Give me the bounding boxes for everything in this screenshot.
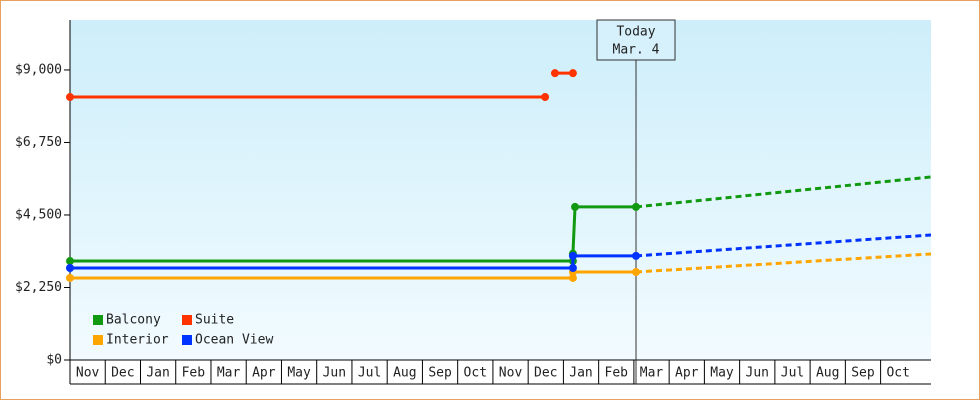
x-tick-label: Dec bbox=[534, 366, 557, 381]
today-box bbox=[596, 19, 676, 61]
x-tick-label: Dec bbox=[111, 366, 134, 381]
today-label: Today bbox=[616, 25, 655, 40]
x-tick-label: Aug bbox=[816, 366, 839, 381]
x-tick-label: Jul bbox=[781, 366, 804, 381]
x-tick-label: May bbox=[710, 366, 734, 381]
x-tick-label: Feb bbox=[182, 366, 206, 381]
legend-label: Ocean View bbox=[195, 333, 273, 348]
point bbox=[632, 251, 641, 260]
x-tick-label: Mar bbox=[217, 366, 241, 381]
x-tick-label: Oct bbox=[886, 366, 909, 381]
legend-swatch bbox=[182, 335, 192, 345]
point bbox=[632, 202, 641, 211]
x-tick-label: Nov bbox=[499, 366, 523, 381]
legend-swatch bbox=[93, 335, 103, 345]
x-tick-label: Jan bbox=[569, 366, 592, 381]
y-tick-label: $0 bbox=[46, 353, 62, 368]
y-tick-label: $4,500 bbox=[15, 207, 62, 222]
y-tick-label: $2,250 bbox=[15, 280, 62, 295]
x-tick-label: Jun bbox=[323, 366, 346, 381]
legend-swatch bbox=[182, 315, 192, 325]
point bbox=[66, 263, 74, 272]
x-tick-label: Aug bbox=[393, 366, 416, 381]
y-tick-label: $9,000 bbox=[15, 62, 62, 77]
point bbox=[632, 268, 641, 277]
x-tick-label: Sep bbox=[428, 366, 452, 381]
x-tick-label: Mar bbox=[640, 366, 664, 381]
x-tick-label: Feb bbox=[605, 366, 629, 381]
point bbox=[550, 69, 559, 78]
x-tick-label: Jan bbox=[146, 366, 169, 381]
legend-swatch bbox=[93, 315, 103, 325]
point bbox=[568, 69, 577, 78]
legend-label: Suite bbox=[195, 313, 234, 328]
x-tick-label: Jul bbox=[358, 366, 381, 381]
legend-label: Interior bbox=[106, 333, 169, 348]
point bbox=[568, 263, 577, 272]
point bbox=[571, 202, 580, 211]
point bbox=[541, 93, 550, 102]
point bbox=[66, 93, 74, 102]
x-tick-label: Sep bbox=[851, 366, 875, 381]
today-label: Mar. 4 bbox=[613, 43, 660, 58]
x-tick-label: Jun bbox=[746, 366, 769, 381]
x-tick-label: Apr bbox=[675, 366, 699, 381]
y-tick-label: $6,750 bbox=[15, 135, 62, 150]
point bbox=[66, 257, 74, 266]
price-line bbox=[70, 254, 637, 270]
x-tick-label: May bbox=[287, 366, 311, 381]
point bbox=[568, 251, 577, 260]
point bbox=[66, 273, 74, 282]
point bbox=[568, 273, 577, 282]
x-tick-label: Apr bbox=[252, 366, 276, 381]
plot-area bbox=[70, 20, 931, 360]
x-tick-label: Oct bbox=[464, 366, 487, 381]
legend-label: Balcony bbox=[106, 313, 161, 328]
x-tick-label: Nov bbox=[76, 366, 100, 381]
